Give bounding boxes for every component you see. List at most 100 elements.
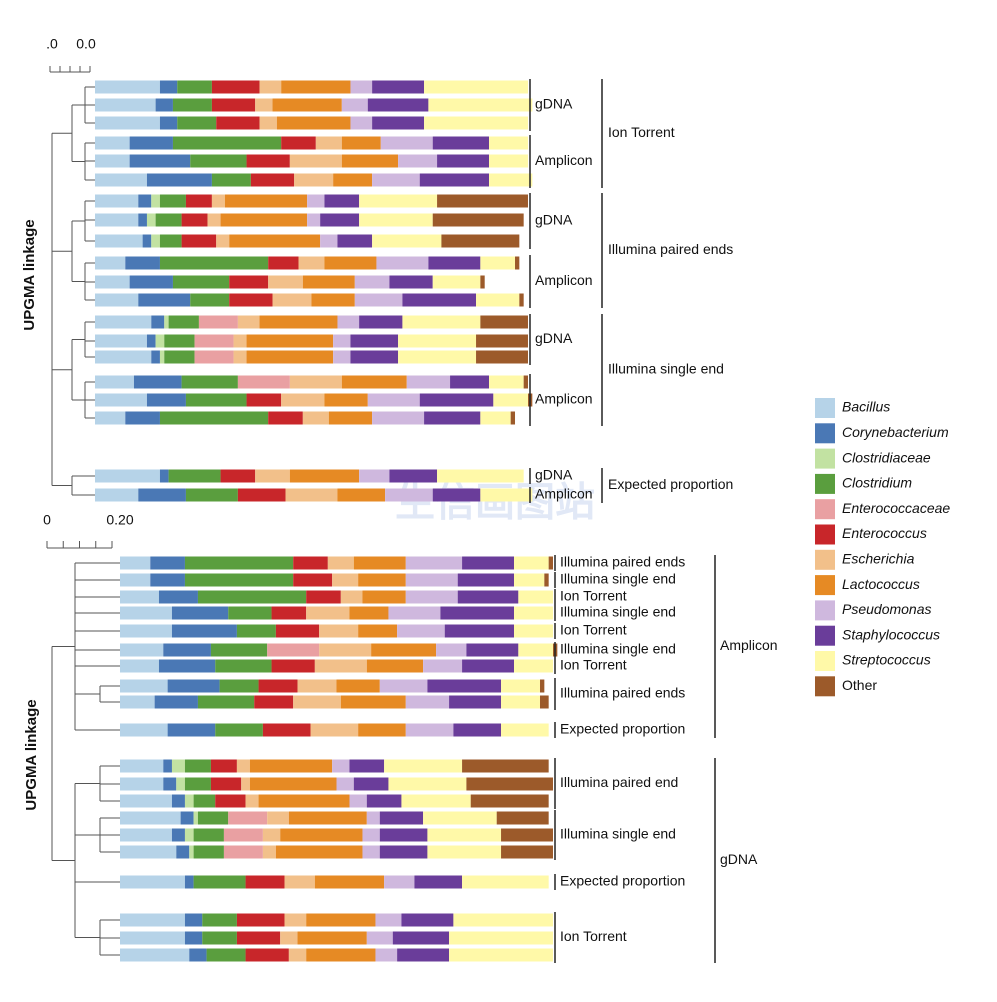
bar-segment bbox=[402, 293, 477, 307]
bar-segment bbox=[197, 695, 255, 709]
bar-segment bbox=[271, 606, 307, 620]
bar-segment bbox=[172, 275, 230, 289]
bar-segment bbox=[289, 375, 342, 389]
bar-segment bbox=[449, 695, 502, 709]
bar-segment bbox=[402, 315, 481, 329]
bar-segment bbox=[514, 606, 553, 620]
subgroup-label: Ion Torrent bbox=[560, 928, 627, 944]
bar-segment bbox=[229, 275, 269, 289]
bar-segment bbox=[262, 828, 281, 842]
bar-segment bbox=[401, 794, 471, 808]
bar-segment bbox=[366, 794, 402, 808]
bar-segment bbox=[184, 777, 211, 791]
bar-segment bbox=[372, 116, 425, 130]
bar-segment bbox=[184, 913, 203, 927]
bar-segment bbox=[220, 469, 256, 483]
bar-segment bbox=[233, 334, 247, 348]
bar-segment bbox=[216, 116, 260, 130]
bar-segment bbox=[427, 845, 502, 859]
legend-swatch bbox=[815, 651, 835, 671]
group-label: Amplicon bbox=[720, 637, 778, 653]
bar-segment bbox=[340, 590, 363, 604]
bar-segment bbox=[414, 875, 463, 889]
bar-segment bbox=[259, 80, 282, 94]
bar-segment bbox=[457, 590, 519, 604]
bar-segment bbox=[120, 777, 164, 791]
bar-segment bbox=[95, 334, 147, 348]
bar-segment bbox=[306, 913, 376, 927]
bar-segment bbox=[120, 931, 185, 945]
bar-segment bbox=[450, 375, 490, 389]
bar-segment bbox=[427, 828, 502, 842]
bar-segment bbox=[389, 469, 438, 483]
bar-segment bbox=[489, 136, 528, 150]
bar-segment bbox=[95, 80, 160, 94]
bar-segment bbox=[211, 80, 260, 94]
bar-segment bbox=[333, 173, 373, 187]
bar-segment bbox=[380, 136, 433, 150]
bar-segment bbox=[362, 828, 380, 842]
bar-segment bbox=[190, 293, 230, 307]
bar-segment bbox=[337, 234, 373, 248]
bar-segment bbox=[493, 393, 528, 407]
bar-segment bbox=[193, 875, 246, 889]
scale-label: 0 bbox=[43, 512, 51, 528]
bar-segment bbox=[315, 136, 342, 150]
bar-segment bbox=[489, 154, 528, 168]
subgroup-label: Illumina single end bbox=[560, 604, 676, 620]
bar-segment bbox=[223, 828, 263, 842]
bar-segment bbox=[375, 948, 398, 962]
bar-segment bbox=[353, 777, 389, 791]
bar-segment bbox=[172, 98, 212, 112]
bar-segment bbox=[95, 469, 160, 483]
bar-segment bbox=[262, 723, 311, 737]
bar-segment bbox=[236, 759, 250, 773]
bar-segment bbox=[480, 315, 528, 329]
bar-segment bbox=[163, 777, 177, 791]
bar-segment bbox=[385, 488, 433, 502]
bar-segment bbox=[337, 488, 386, 502]
bar-segment bbox=[432, 488, 481, 502]
bar-segment bbox=[194, 350, 234, 364]
bar-segment bbox=[184, 759, 211, 773]
bar-segment bbox=[95, 393, 147, 407]
bar-segment bbox=[129, 136, 173, 150]
bar-segment bbox=[432, 136, 490, 150]
group-label: Ion Torrent bbox=[608, 124, 675, 140]
bar-segment bbox=[219, 679, 259, 693]
bar-segment bbox=[202, 913, 237, 927]
bar-segment bbox=[341, 98, 368, 112]
bar-segment bbox=[306, 590, 341, 604]
bar-segment bbox=[297, 679, 337, 693]
bar-segment bbox=[281, 393, 325, 407]
bar-segment bbox=[194, 334, 234, 348]
bar-segment bbox=[544, 573, 549, 587]
subgroup-label: Illumina single end bbox=[560, 641, 676, 657]
scale-label: 0.0 bbox=[76, 36, 96, 52]
bar-segment bbox=[280, 931, 298, 945]
bar-segment bbox=[181, 375, 238, 389]
bar-segment bbox=[125, 411, 160, 425]
subgroup-label: Ion Torrent bbox=[560, 622, 627, 638]
bar-segment bbox=[146, 334, 156, 348]
bar-segment bbox=[514, 573, 545, 587]
bar-segment bbox=[120, 794, 172, 808]
bar-segment bbox=[120, 723, 168, 737]
bar-segment bbox=[272, 293, 312, 307]
bar-segment bbox=[294, 173, 334, 187]
legend-swatch bbox=[815, 676, 835, 697]
bar-segment bbox=[224, 194, 308, 208]
subgroup-label: gDNA bbox=[535, 467, 573, 483]
legend-swatch bbox=[815, 549, 835, 570]
bar-segment bbox=[419, 393, 494, 407]
bar-segment bbox=[523, 375, 528, 389]
bar-segment bbox=[501, 723, 549, 737]
bar-segment bbox=[462, 659, 515, 673]
bar-segment bbox=[211, 98, 256, 112]
bar-segment bbox=[428, 256, 481, 270]
bar-segment bbox=[95, 488, 139, 502]
bar-segment bbox=[372, 411, 425, 425]
bar-segment bbox=[349, 759, 385, 773]
group-label: Expected proportion bbox=[608, 476, 733, 492]
bar-segment bbox=[150, 556, 185, 570]
